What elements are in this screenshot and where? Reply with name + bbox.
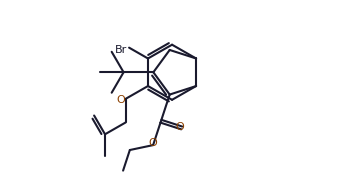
Text: O: O: [116, 95, 125, 105]
Text: O: O: [149, 138, 157, 148]
Text: Br: Br: [115, 45, 127, 55]
Text: O: O: [175, 122, 184, 132]
